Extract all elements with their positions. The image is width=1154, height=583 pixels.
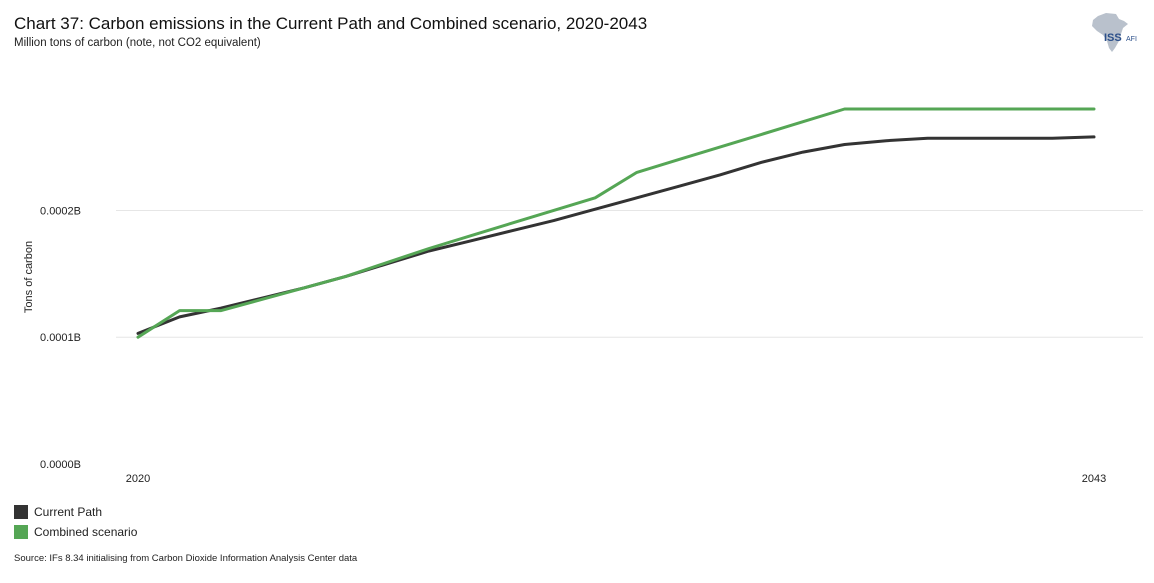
series-lines	[136, 107, 1096, 339]
series-line-combined-scenario	[136, 107, 1096, 339]
legend-item-combined-scenario[interactable]: Combined scenario	[14, 523, 137, 541]
legend-label-current-path: Current Path	[34, 505, 103, 519]
legend-label-combined-scenario: Combined scenario	[34, 525, 138, 539]
chart-title: Chart 37: Carbon emissions in the Curren…	[14, 14, 648, 33]
source-note: Source: IFs 8.34 initialising from Carbo…	[14, 553, 358, 564]
y-tick-label: 0.0002B	[40, 205, 81, 217]
grid-lines	[116, 209, 1143, 338]
legend-swatch-current-path	[14, 505, 28, 519]
legend-item-current-path[interactable]: Current Path	[14, 503, 137, 521]
y-tick-labels: 0.0000B 0.0001B 0.0002B	[40, 205, 81, 471]
logo-text-main: ISS	[1104, 32, 1122, 44]
x-tick-label: 2020	[126, 473, 150, 485]
legend-swatch-combined-scenario	[14, 525, 28, 539]
iss-afi-logo: ISS AFI	[1086, 10, 1142, 54]
series-line-current-path	[136, 135, 1096, 335]
legend: Current Path Combined scenario	[14, 503, 137, 543]
y-axis-label: Tons of carbon	[23, 241, 35, 313]
y-tick-label: 0.0001B	[40, 332, 81, 344]
x-tick-label: 2043	[1082, 473, 1106, 485]
x-tick-labels: 2020 2043	[126, 473, 1106, 485]
africa-map-icon: ISS AFI	[1092, 13, 1137, 52]
chart-subtitle: Million tons of carbon (note, not CO2 eq…	[14, 37, 261, 49]
y-tick-label: 0.0000B	[40, 459, 81, 471]
logo-text-sub: AFI	[1126, 36, 1137, 43]
